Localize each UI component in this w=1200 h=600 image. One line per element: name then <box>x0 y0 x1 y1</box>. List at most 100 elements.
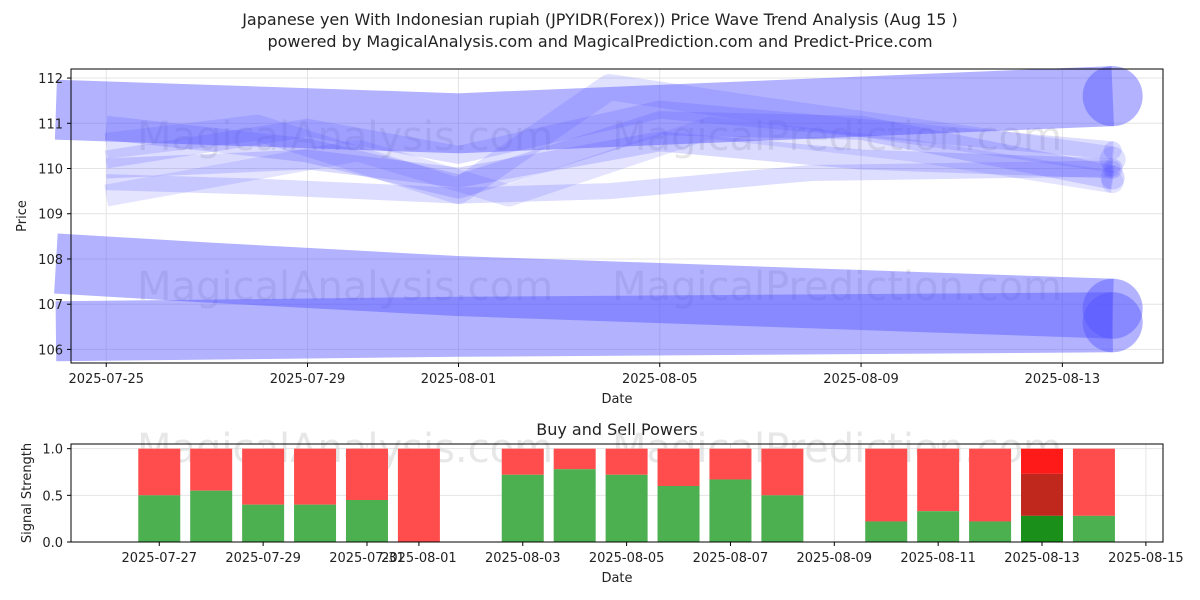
price-wave-line <box>55 292 1113 362</box>
buy-sell-x-tick-label: 2025-08-11 <box>900 551 976 566</box>
sell-bar <box>605 448 648 475</box>
buy-sell-x-ticks: 2025-07-27 2025-07-29 2025-07-312025-08-01… <box>121 542 1184 566</box>
price-wave-end-cap <box>1102 158 1123 179</box>
price-wave-end-cap <box>1082 66 1143 127</box>
buy-sell-x-tick-label: 2025-08-03 <box>485 551 561 566</box>
buy-bar <box>917 511 960 542</box>
price-y-tick-label: 108 <box>38 253 63 268</box>
sell-bar <box>190 448 233 491</box>
sell-bar <box>709 448 752 480</box>
sell-bar-overlap <box>1021 473 1064 516</box>
price-wave-end-cap <box>1099 146 1126 173</box>
buy-sell-x-tick-label: 2025-08-01 <box>381 551 457 566</box>
price-y-tick-label: 112 <box>38 72 63 87</box>
buy-bar <box>553 469 596 542</box>
price-wave-end-cap <box>1082 292 1143 353</box>
buy-sell-y-tick-label: 1.0 <box>42 443 63 458</box>
buy-sell-x-axis-label: Date <box>601 571 632 586</box>
buy-bar <box>190 490 233 542</box>
buy-sell-x-tick-label: 2025-08-09 <box>797 551 873 566</box>
buy-sell-x-tick-label: 2025-08-05 <box>589 551 665 566</box>
price-wave-end-cap <box>1100 165 1125 190</box>
price-wave-end-cap <box>1101 171 1124 194</box>
buy-sell-y-tick-label: 0.5 <box>42 489 63 504</box>
buy-sell-plot-frame <box>70 443 1164 543</box>
sell-bar <box>501 448 544 475</box>
sell-bar <box>1021 448 1064 474</box>
buy-sell-x-tick-label: 2025-08-15 <box>1108 551 1184 566</box>
buy-sell-y-ticks: 0.0 0.5 1.0 <box>42 443 71 551</box>
buy-sell-title: Buy and Sell Powers <box>536 420 698 439</box>
buy-bar <box>709 479 752 542</box>
price-grid <box>71 69 1163 363</box>
price-y-tick-label: 106 <box>38 343 63 358</box>
price-x-tick-label: 2025-07-25 <box>68 372 144 387</box>
buy-bar <box>657 486 700 542</box>
sell-bar <box>969 448 1012 522</box>
price-x-tick-label: 2025-08-01 <box>421 372 497 387</box>
buy-sell-x-tick-label: 2025-07-31 <box>329 551 405 566</box>
watermark-text: MagicalAnalysis.com <box>137 264 553 310</box>
watermark-text: MagicalAnalysis.com <box>137 114 553 160</box>
price-y-axis-label: Price <box>15 200 30 232</box>
buy-bar <box>242 504 285 542</box>
price-wave-line <box>105 160 1113 204</box>
price-wave-line <box>54 233 1114 339</box>
sell-bar <box>761 448 804 496</box>
price-wave-line <box>105 131 1114 188</box>
buy-sell-y-tick-label: 0.0 <box>42 536 63 551</box>
buy-sell-x-tick-label: 2025-08-13 <box>1004 551 1080 566</box>
buy-sell-x-tick-label: 2025-08-07 <box>693 551 769 566</box>
buy-bar <box>345 500 388 542</box>
price-wave-series <box>54 66 1143 362</box>
price-y-tick-label: 111 <box>38 117 63 132</box>
price-wave-end-cap <box>1103 141 1122 160</box>
price-x-axis-label: Date <box>601 392 632 407</box>
price-y-tick-label: 109 <box>38 208 63 223</box>
price-plot-frame <box>70 68 1164 364</box>
buy-bar <box>1021 515 1064 542</box>
price-x-tick-label: 2025-08-13 <box>1025 372 1101 387</box>
buy-bar <box>1072 515 1115 542</box>
price-wave-line <box>104 111 1116 199</box>
sell-bar <box>553 448 596 470</box>
sell-bar <box>138 448 181 496</box>
buy-sell-x-tick-label: 2025-07-27 <box>121 551 197 566</box>
watermark-text: MagicalPrediction.com <box>612 264 1062 310</box>
buy-sell-bars <box>138 448 1115 542</box>
price-y-tick-label: 107 <box>38 298 63 313</box>
sell-bar <box>345 448 388 500</box>
buy-bar <box>138 495 181 542</box>
chart-title: Japanese yen With Indonesian rupiah (JPY… <box>241 10 958 29</box>
price-wave-plot: MagicalAnalysis.com MagicalPrediction.com… <box>15 66 1164 407</box>
price-wave-line <box>104 74 1115 205</box>
price-x-tick-label: 2025-08-05 <box>622 372 698 387</box>
buy-bar <box>605 474 648 542</box>
price-wave-line <box>104 116 1115 207</box>
buy-bar <box>501 474 544 542</box>
buy-sell-y-axis-label: Signal Strength <box>20 443 35 543</box>
buy-bar <box>969 521 1012 542</box>
sell-bar <box>865 448 908 522</box>
price-wave-line <box>104 100 1114 169</box>
price-y-tick-label: 110 <box>38 163 63 178</box>
price-x-tick-label: 2025-07-29 <box>270 372 346 387</box>
price-x-ticks: 2025-07-25 2025-07-29 2025-08-01 2025-08-05… <box>68 363 1100 387</box>
price-wave-end-cap <box>1104 160 1121 177</box>
price-y-ticks: 106 107 108 109 110 111 112 <box>38 72 71 358</box>
price-watermarks: MagicalAnalysis.com MagicalPrediction.com… <box>137 114 1062 310</box>
sell-bar <box>1072 448 1115 516</box>
buy-sell-plot: Buy and Sell Powers MagicalAnalysis.com M… <box>20 420 1184 586</box>
sell-bar <box>294 448 337 505</box>
sell-bar <box>397 448 440 542</box>
price-wave-end-cap <box>1082 278 1143 339</box>
chart-subtitle: powered by MagicalAnalysis.com and Magic… <box>267 32 932 51</box>
watermark-text: MagicalPrediction.com <box>612 114 1062 160</box>
sell-bar <box>242 448 285 505</box>
price-wave-line <box>54 66 1114 154</box>
sell-bar <box>917 448 960 512</box>
buy-bar <box>294 504 337 542</box>
price-x-tick-label: 2025-08-09 <box>823 372 899 387</box>
buy-bar <box>865 521 908 542</box>
